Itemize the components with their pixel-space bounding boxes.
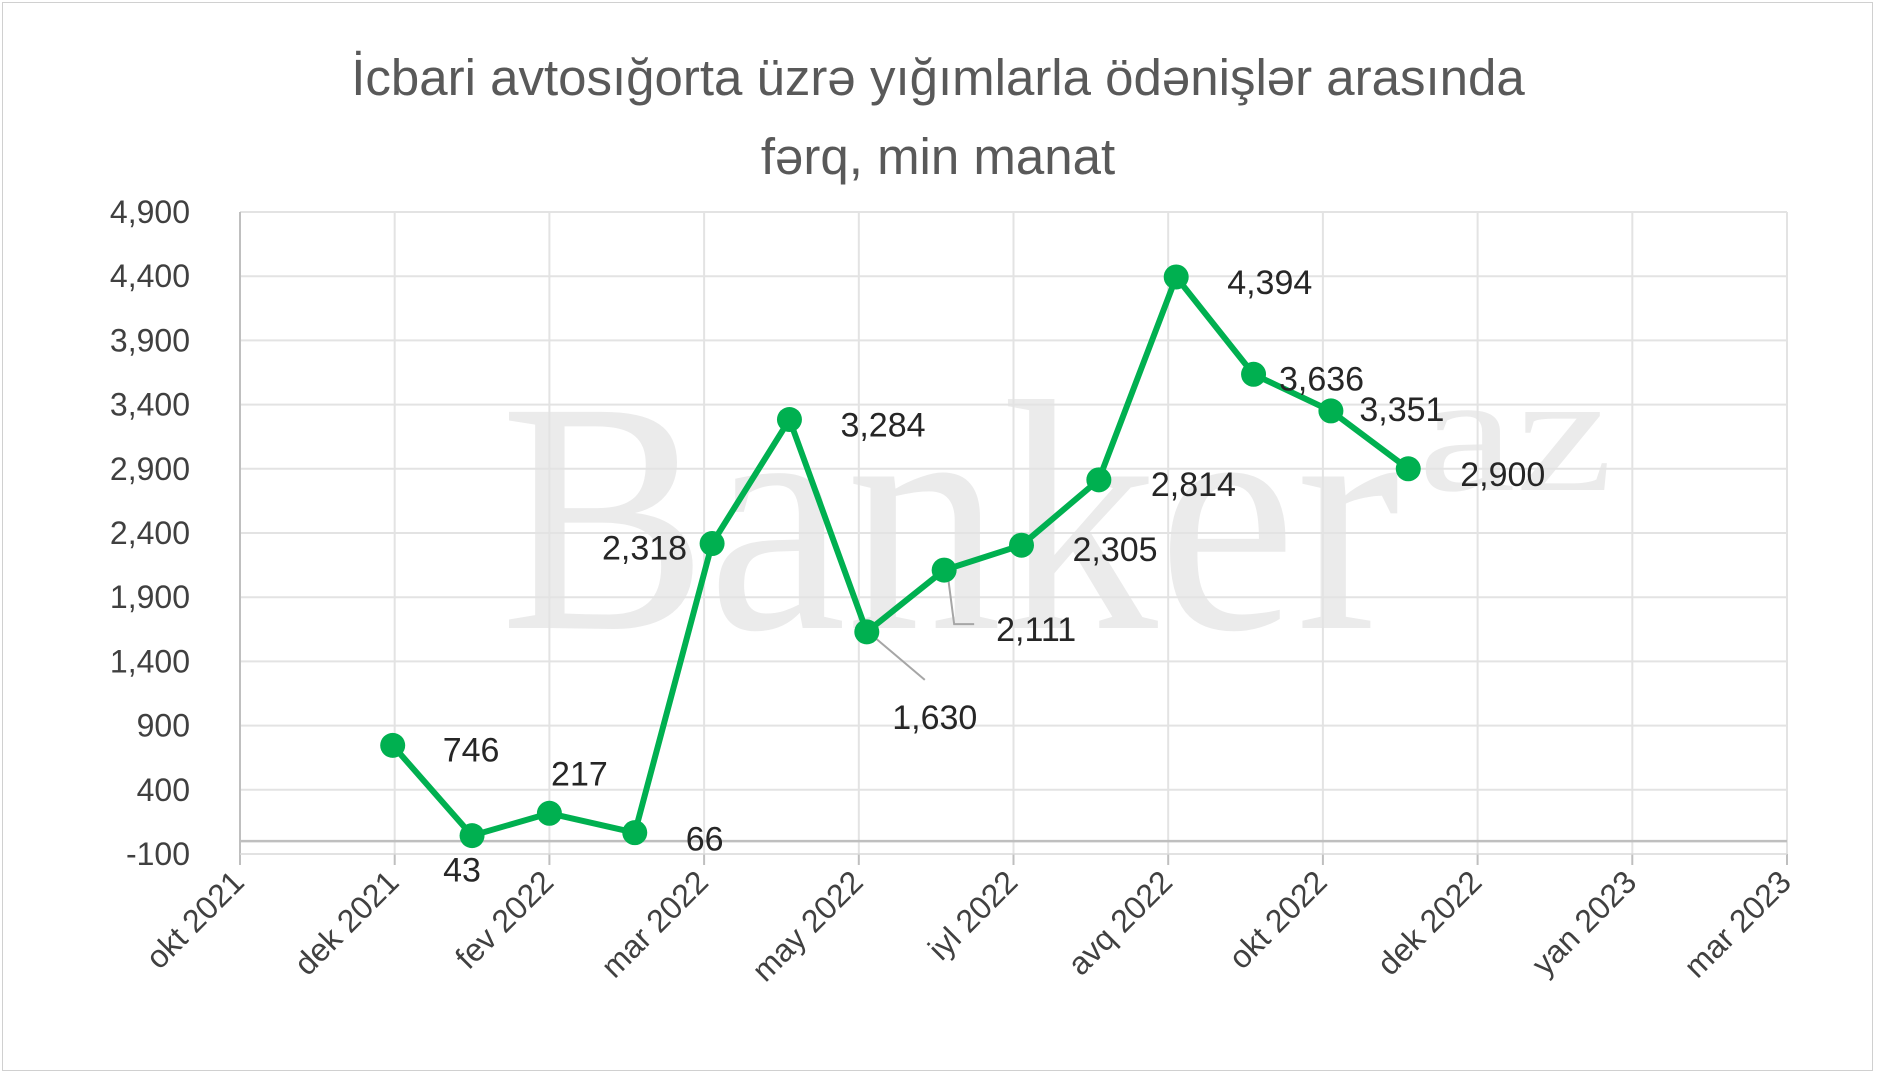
chart-title: İcbari avtosığorta üzrə yığımlarla ödəni… <box>351 49 1525 185</box>
data-point <box>536 800 562 826</box>
data-label: 217 <box>551 755 608 793</box>
x-tick-label: iyl 2022 <box>921 863 1024 966</box>
data-point <box>380 732 406 758</box>
data-label: 43 <box>443 852 481 890</box>
data-point <box>1086 467 1112 493</box>
data-markers <box>380 264 1421 849</box>
y-tick-label: 1,900 <box>110 579 190 615</box>
y-tick-label: 4,400 <box>110 258 190 294</box>
x-tick-label: dek 2022 <box>1370 863 1489 982</box>
data-label: 3,351 <box>1359 391 1444 429</box>
x-axis-ticks: okt 2021 dek 2021 fev 2022 mar 2022 may 2022… <box>139 863 1798 988</box>
data-point <box>1395 456 1421 482</box>
data-label: 2,318 <box>602 530 687 568</box>
x-tick-label: dek 2021 <box>287 863 406 982</box>
data-point <box>854 619 880 645</box>
y-tick-label: 400 <box>137 772 190 808</box>
watermark: Banker az <box>500 335 1613 700</box>
data-label: 2,814 <box>1151 466 1236 504</box>
data-label: 746 <box>443 731 500 769</box>
y-tick-label: 3,900 <box>110 322 190 358</box>
series-line <box>390 274 1411 839</box>
y-tick-label: 3,400 <box>110 387 190 423</box>
axes <box>239 212 1788 865</box>
data-point <box>622 820 648 846</box>
leader-lines <box>872 577 975 681</box>
chart-title-line-1: İcbari avtosığorta üzrə yığımlarla ödəni… <box>351 49 1525 106</box>
data-point <box>1163 264 1189 290</box>
data-label: 3,636 <box>1279 360 1364 398</box>
x-tick-label: okt 2022 <box>1222 863 1334 975</box>
data-point <box>931 557 957 583</box>
data-point <box>1009 532 1034 558</box>
data-label: 3,284 <box>840 406 925 444</box>
y-tick-label: 4,900 <box>110 194 190 230</box>
data-label: 2,900 <box>1460 456 1545 494</box>
data-label: 2,111 <box>996 611 1076 649</box>
leader-line <box>947 577 975 626</box>
data-label: 4,394 <box>1227 264 1312 302</box>
y-tick-label: 2,400 <box>110 515 190 551</box>
x-tick-label: may 2022 <box>745 863 870 988</box>
data-label: 66 <box>686 821 724 859</box>
chart-title-line-2: fərq, min manat <box>761 128 1115 185</box>
data-point <box>776 406 802 432</box>
x-tick-label: okt 2021 <box>139 863 251 975</box>
data-label: 2,305 <box>1073 531 1158 569</box>
watermark-text: Banker <box>500 335 1400 700</box>
gridlines <box>239 211 1788 854</box>
y-tick-label: 2,900 <box>110 451 190 487</box>
data-point <box>699 531 725 557</box>
y-tick-label: 1,400 <box>110 643 190 679</box>
data-point <box>459 823 485 849</box>
x-tick-label: mar 2023 <box>1677 863 1798 984</box>
y-tick-label: -100 <box>126 836 190 872</box>
y-axis-ticks: -100 400 900 1,400 1,900 2,400 2,900 3,400 3,900… <box>110 194 190 872</box>
x-tick-label: avq 2022 <box>1061 863 1180 982</box>
data-point <box>1318 398 1344 424</box>
data-point <box>1241 361 1267 387</box>
y-tick-label: 900 <box>137 708 190 744</box>
x-tick-label: mar 2022 <box>594 863 715 984</box>
data-labels: 746 43 217 66 2,318 3,284 1,630 2,111 2,305 2,814… <box>443 264 1546 890</box>
data-label: 1,630 <box>892 699 977 737</box>
watermark-suffix: az <box>1418 339 1613 527</box>
x-tick-label: yan 2023 <box>1525 863 1644 982</box>
series-path <box>390 274 1411 839</box>
leader-line <box>872 635 926 681</box>
